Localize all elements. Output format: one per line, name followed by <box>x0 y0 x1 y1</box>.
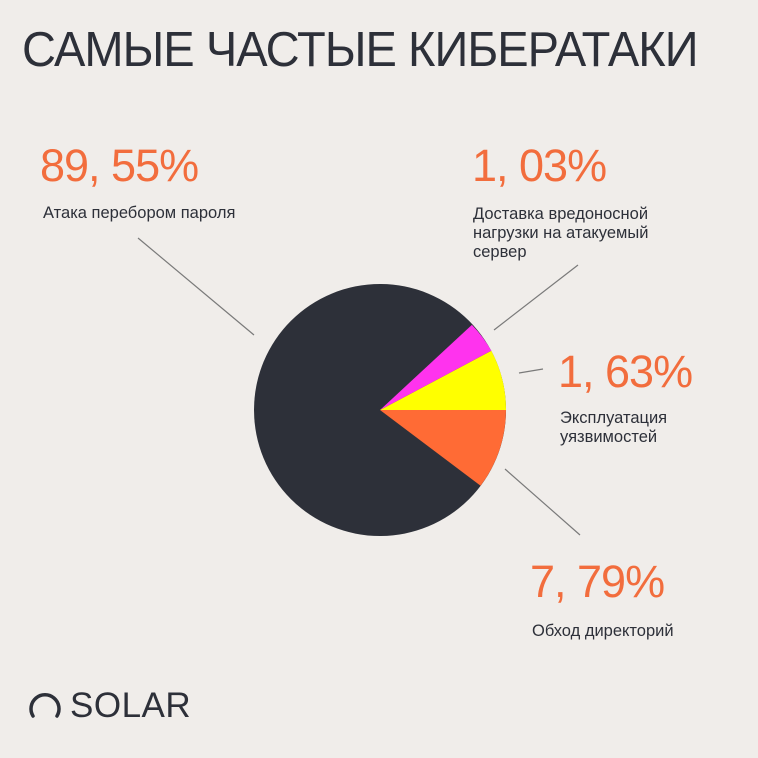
slice-vuln-exploit <box>380 350 507 410</box>
brand-name: SOLAR <box>70 686 192 725</box>
value-brute-force: 89, 55% <box>40 140 199 191</box>
label-directory-traversal: Обход директорий <box>532 622 674 640</box>
value-vuln-exploit: 1, 63% <box>558 346 693 397</box>
slice-directory-traversal <box>380 410 506 486</box>
leader-line-traversal <box>504 468 581 536</box>
leader-line-brute <box>137 237 255 336</box>
label-exploit-line2: уязвимостей <box>560 428 658 446</box>
leader-line-exploit <box>518 368 544 374</box>
value-directory-traversal: 7, 79% <box>530 556 665 607</box>
brand-logo: SOLAR <box>28 686 191 726</box>
label-exploit-line1: Эксплуатация <box>560 409 668 427</box>
solar-arc-icon <box>29 693 61 718</box>
page-title: САМЫЕ ЧАСТЫЕ КИБЕРАТАКИ <box>22 23 699 77</box>
slice-payload-delivery <box>380 324 492 410</box>
label-payload-delivery: Доставка вредоносной нагрузки на атакуем… <box>473 205 648 262</box>
label-brute-force: Атака перебором пароля <box>43 204 236 222</box>
value-payload-delivery: 1, 03% <box>472 140 607 191</box>
label-vuln-exploit: Эксплуатация уязвимостей <box>560 409 667 447</box>
label-payload-line3: сервер <box>473 243 527 261</box>
label-payload-line2: нагрузки на атакуемый <box>473 224 649 242</box>
label-payload-line1: Доставка вредоносной <box>473 205 649 223</box>
leader-line-payload <box>493 264 579 331</box>
